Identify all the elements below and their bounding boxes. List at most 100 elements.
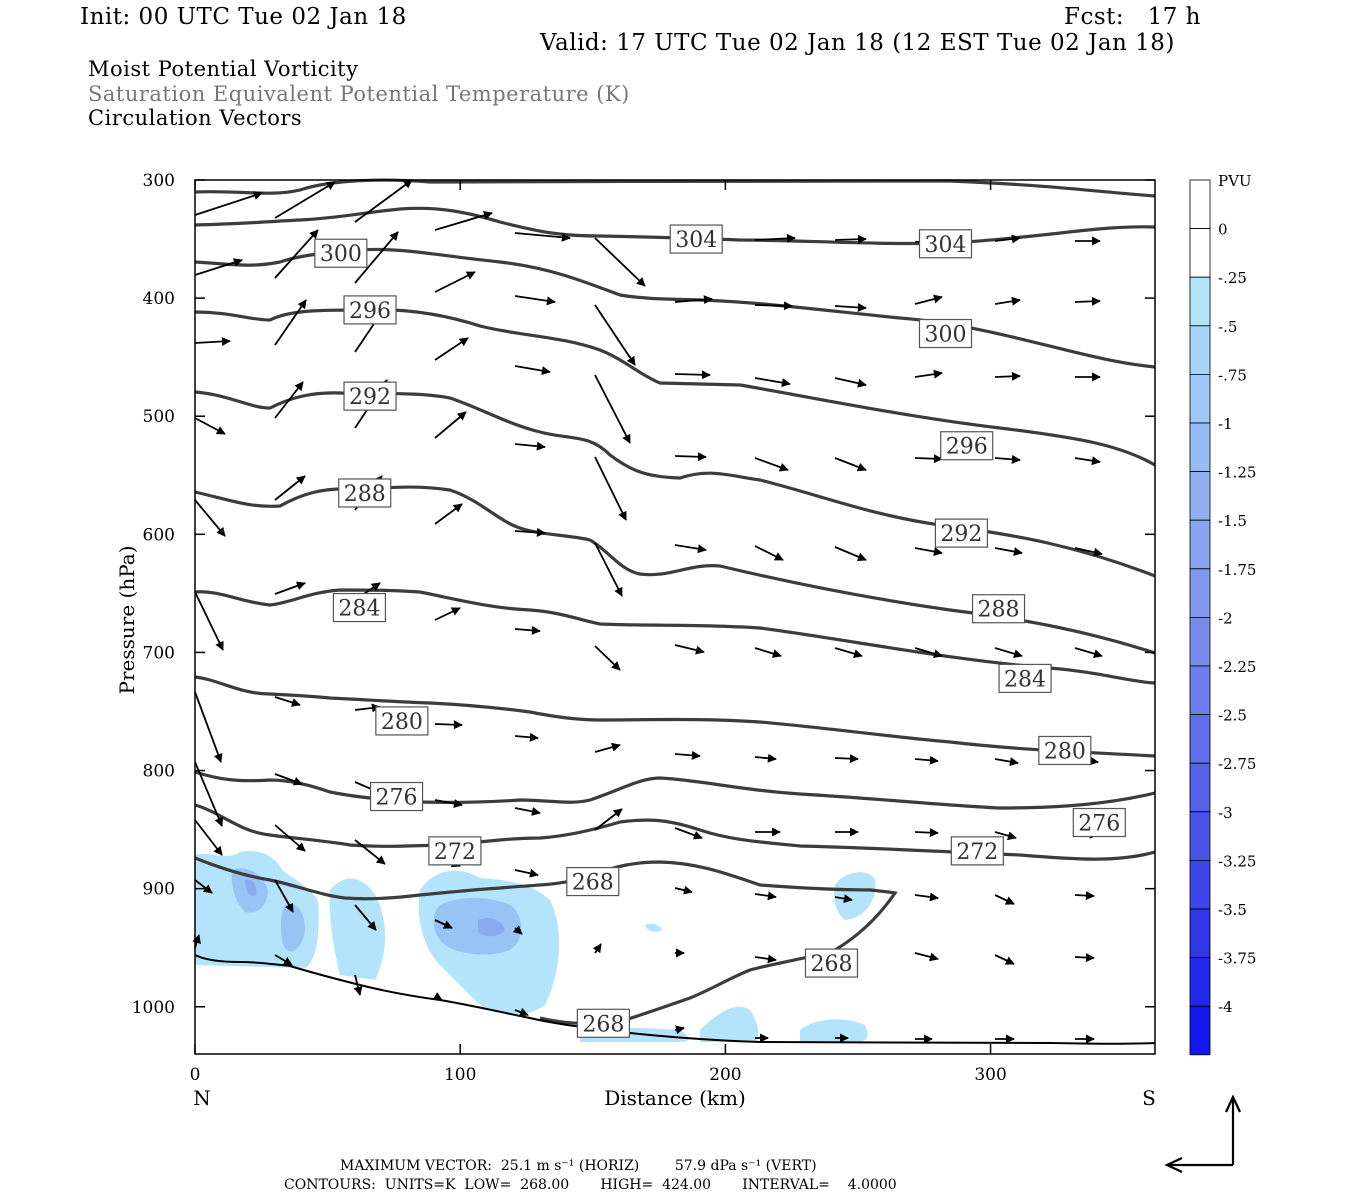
vector-arrow [514, 732, 539, 742]
contour-label-box [314, 238, 368, 268]
vector-arrow [754, 233, 796, 243]
vector-arrow [914, 369, 943, 379]
contour-label: 292 [343, 381, 397, 411]
vector-arrow [194, 879, 213, 894]
contour-label-text: 296 [946, 435, 988, 460]
contour-label-box [804, 948, 859, 978]
vector-arrow [194, 191, 263, 216]
contour-label-text: 268 [810, 952, 852, 977]
vector-arrow [514, 868, 539, 878]
vector-arrow [194, 417, 226, 435]
contour-label-box [918, 318, 973, 349]
contour-line [194, 588, 1156, 685]
vector-arrow [674, 1025, 685, 1035]
vector-arrow [194, 819, 223, 856]
colorbar-label: -2.5 [1218, 707, 1247, 725]
vector-arrow [194, 591, 224, 651]
contour-line [194, 307, 1156, 467]
colorbar-segment [1189, 228, 1211, 278]
colorbar-segment [1189, 714, 1211, 764]
vector-arrow [274, 879, 294, 913]
y-tick-label: 700 [143, 643, 175, 663]
y-tick-label: 300 [143, 171, 175, 191]
x-axis-label: Distance (km) [604, 1086, 746, 1110]
colorbar-segment [1189, 568, 1211, 618]
vector-arrow [994, 371, 1021, 381]
vector-arrow [1074, 891, 1095, 901]
contour-label-text: 296 [349, 299, 391, 324]
vector-arrow [754, 954, 777, 964]
vector-arrow [914, 755, 939, 765]
forecast-hour: Fcst: 17 h [1064, 4, 1201, 30]
colorbar-segment [1189, 908, 1211, 958]
vector-arrow [192, 934, 201, 949]
colorbar-label: -1 [1218, 415, 1233, 433]
contour-label-box [669, 224, 723, 254]
colorbar-label: -.25 [1218, 269, 1247, 287]
vector-arrow [674, 644, 705, 655]
colorbar-title: PVU [1218, 172, 1252, 190]
vector-arrow [1074, 296, 1101, 306]
pv-region [800, 1019, 868, 1042]
pv-region [645, 923, 662, 933]
contour-label: 296 [940, 431, 994, 461]
vector-arrow [994, 234, 1021, 244]
vector-arrow [834, 234, 867, 244]
contour-label-box [332, 592, 387, 623]
vector-arrow [514, 1007, 529, 1017]
vector-arrow [274, 581, 306, 595]
vector-arrow [434, 211, 493, 231]
vector-arrow [994, 647, 1023, 659]
vector-arrow [834, 457, 867, 472]
pv-region [833, 872, 876, 920]
title-vectors: Circulation Vectors [88, 106, 303, 130]
contour-label: 276 [369, 781, 424, 812]
vector-arrow [434, 411, 467, 439]
colorbar-segment [1189, 860, 1211, 910]
vector-arrow [434, 919, 453, 929]
contour-label-text: 292 [940, 522, 982, 547]
contour-label-text: 300 [924, 323, 966, 348]
vector-arrow [754, 753, 777, 763]
contour-label: 276 [1072, 807, 1126, 838]
contour-label-text: 304 [675, 228, 717, 253]
colorbar-label: -1.75 [1218, 561, 1256, 579]
colorbar-label: -1.25 [1218, 464, 1256, 482]
vector-arrow [274, 299, 307, 346]
contour-labels: 304 304 300 300 296 296 292 292 288 288 284 284 280 2… [314, 224, 1126, 1038]
pv-region [329, 878, 386, 980]
vector-arrow [434, 799, 463, 808]
vector-arrow [834, 377, 867, 388]
contour-line [194, 770, 1156, 810]
pv-shading [195, 850, 876, 1042]
contour-label-text: 272 [434, 840, 476, 865]
contour-label-box [338, 478, 392, 508]
vector-arrow [834, 546, 867, 562]
colorbar-label: -2.75 [1218, 755, 1256, 773]
contour-label-box [940, 431, 994, 461]
vector-arrow [514, 441, 546, 451]
y-tick-label: 500 [143, 407, 175, 427]
vector-arrow [354, 231, 399, 284]
vector-arrow [514, 295, 556, 306]
vector-arrow [354, 839, 386, 865]
contour-info: CONTOURS: UNITS=K LOW= 268.00 HIGH= 424.… [284, 1177, 897, 1193]
y-tick-label: 900 [143, 880, 175, 900]
x-axis-left-end: N [193, 1086, 211, 1110]
contour-line [194, 178, 1156, 198]
vector-arrow [514, 527, 546, 537]
pv-region [478, 918, 505, 937]
vector-arrow [434, 337, 469, 361]
contour-label: 304 [918, 229, 973, 259]
colorbar-segment [1189, 373, 1211, 424]
vector-arrow [274, 824, 306, 852]
contour-label: 272 [428, 836, 482, 866]
vector-arrow [914, 892, 939, 902]
vector-arrow [514, 806, 541, 816]
vector-arrow [194, 761, 223, 827]
contour-label-text: 276 [376, 786, 418, 811]
x-axis: 0 100 200 300 [190, 180, 1007, 1085]
contour-label-box [343, 295, 397, 325]
vector-arrow [1074, 547, 1103, 557]
theta-contours [194, 178, 1156, 1026]
